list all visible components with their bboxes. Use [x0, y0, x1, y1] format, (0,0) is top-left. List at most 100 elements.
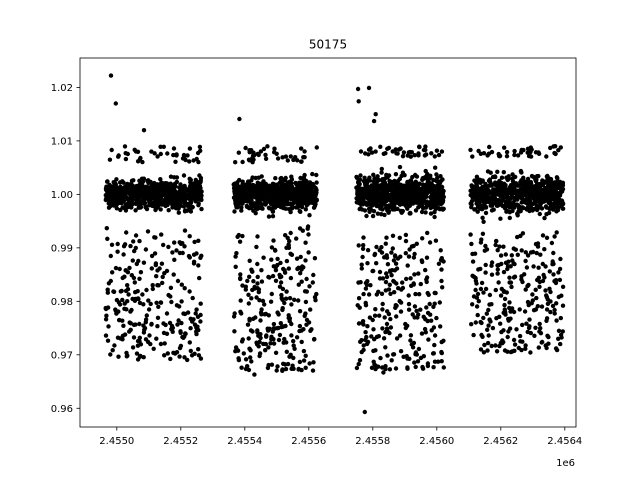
data-point [278, 260, 283, 266]
data-point [515, 153, 521, 158]
data-point [533, 325, 538, 330]
data-point [387, 187, 392, 192]
data-point [176, 318, 181, 323]
data-point [294, 256, 300, 261]
data-point [489, 272, 495, 277]
data-point [120, 337, 125, 342]
data-point [247, 274, 252, 279]
data-point [174, 152, 179, 157]
data-point [527, 317, 532, 322]
data-point [124, 350, 129, 356]
x-tick-label: 2.4564 [547, 436, 582, 447]
data-point [474, 295, 480, 300]
data-point [530, 292, 535, 297]
data-point [558, 341, 563, 347]
data-point [192, 239, 197, 245]
data-point [103, 197, 109, 203]
data-point [380, 326, 385, 331]
data-point [536, 265, 541, 270]
data-point [248, 205, 254, 211]
data-point [364, 213, 369, 219]
data-point [379, 193, 384, 198]
data-point [235, 180, 240, 185]
data-point [116, 153, 121, 158]
data-point [408, 338, 413, 343]
data-point [366, 292, 372, 297]
data-point [185, 357, 190, 363]
data-point [122, 274, 127, 279]
data-point [303, 365, 308, 370]
data-point [254, 295, 259, 300]
data-point [365, 261, 370, 266]
data-point [434, 172, 439, 177]
data-point [274, 186, 280, 191]
data-point [439, 149, 445, 154]
data-point [274, 194, 279, 200]
data-point [125, 299, 130, 304]
data-point [275, 256, 280, 262]
data-point [158, 151, 163, 157]
data-point [548, 145, 553, 151]
data-point [247, 258, 252, 263]
data-point [528, 193, 533, 198]
data-point [383, 205, 389, 210]
data-point [548, 289, 553, 295]
data-point [138, 270, 144, 275]
data-point [506, 174, 511, 179]
data-point [188, 348, 193, 354]
data-point [429, 151, 434, 156]
data-point [235, 234, 240, 239]
data-point [304, 322, 309, 327]
data-point [196, 353, 202, 358]
data-point [493, 343, 498, 348]
data-point [528, 180, 534, 185]
data-point [291, 355, 296, 361]
data-point [233, 254, 238, 259]
data-point [480, 231, 486, 236]
data-point [419, 331, 425, 336]
data-point [535, 304, 540, 309]
data-point [530, 249, 536, 255]
data-point [408, 210, 413, 216]
data-point [289, 321, 294, 327]
data-point [508, 264, 513, 269]
data-point [286, 243, 291, 248]
data-point [311, 360, 316, 365]
data-point [378, 355, 383, 361]
data-point [368, 146, 373, 151]
data-point [485, 340, 491, 346]
data-point [113, 265, 119, 271]
data-point [105, 179, 110, 184]
data-point [181, 198, 186, 203]
data-point [116, 354, 121, 359]
data-point [386, 173, 392, 178]
data-point [490, 174, 496, 180]
chart-title: 50175 [309, 38, 347, 52]
data-point [170, 325, 175, 331]
data-point [255, 234, 260, 239]
data-point [393, 366, 399, 371]
data-point [158, 144, 163, 149]
data-point [420, 236, 425, 241]
data-point [393, 303, 398, 308]
data-point [137, 238, 142, 244]
data-point [165, 351, 170, 356]
data-point [441, 338, 446, 343]
data-point [560, 303, 566, 308]
data-point [474, 281, 479, 286]
data-point [432, 333, 438, 338]
data-point [363, 330, 368, 335]
data-point [303, 240, 308, 245]
data-point [166, 208, 171, 213]
data-point [199, 206, 204, 212]
data-point [531, 308, 537, 313]
data-point [283, 175, 288, 181]
data-point [541, 272, 546, 278]
data-point [167, 320, 173, 326]
data-point [553, 144, 558, 149]
data-point [394, 185, 399, 190]
data-point [198, 148, 203, 153]
data-point [181, 173, 187, 178]
data-point [193, 311, 198, 316]
data-point [556, 200, 561, 206]
